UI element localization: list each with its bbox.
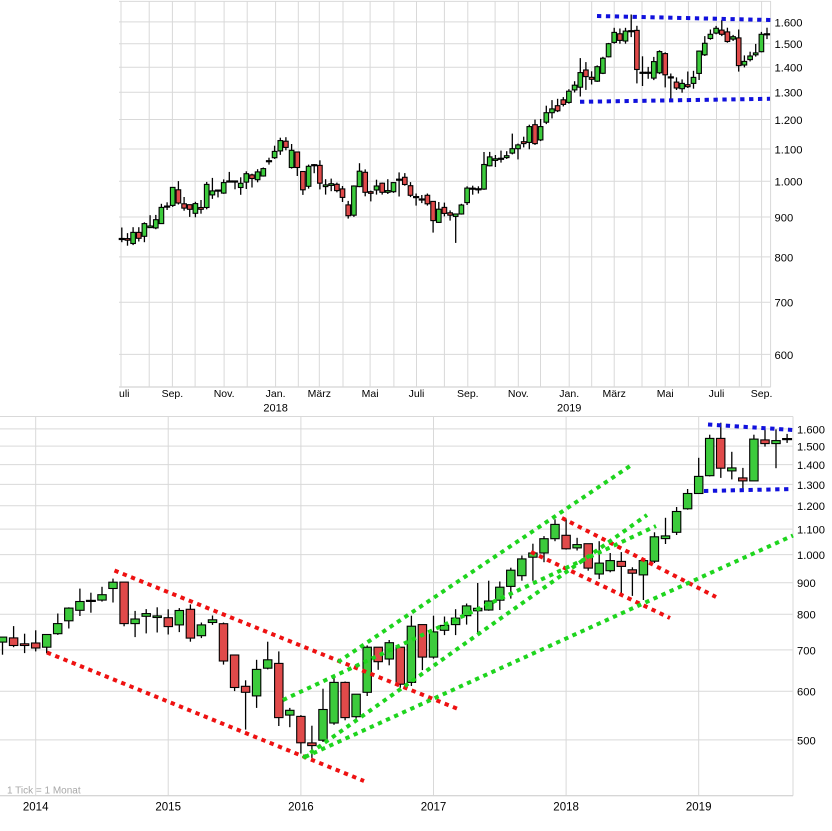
svg-text:Jan.: Jan.: [266, 388, 286, 400]
svg-text:1.100: 1.100: [775, 144, 803, 156]
svg-text:2016: 2016: [288, 801, 314, 813]
svg-text:1.000: 1.000: [797, 550, 825, 562]
svg-text:2019: 2019: [557, 403, 581, 415]
svg-text:März: März: [603, 388, 626, 400]
svg-text:2019: 2019: [686, 801, 712, 813]
svg-text:600: 600: [775, 350, 794, 362]
svg-text:Mai: Mai: [657, 388, 674, 400]
svg-text:Nov.: Nov.: [508, 388, 529, 400]
svg-text:500: 500: [797, 735, 816, 747]
svg-text:uli: uli: [119, 388, 130, 400]
svg-text:900: 900: [797, 578, 816, 590]
svg-text:2017: 2017: [421, 801, 447, 813]
svg-text:1.600: 1.600: [797, 424, 825, 436]
svg-text:1.200: 1.200: [797, 501, 825, 513]
svg-text:1.600: 1.600: [775, 17, 803, 29]
svg-text:600: 600: [797, 687, 816, 699]
svg-text:1.400: 1.400: [775, 63, 803, 75]
svg-text:Jan.: Jan.: [559, 388, 579, 400]
svg-text:900: 900: [775, 212, 794, 224]
svg-text:Juli: Juli: [709, 388, 725, 400]
svg-text:Nov.: Nov.: [214, 388, 235, 400]
svg-text:1 Tick = 1 Monat: 1 Tick = 1 Monat: [7, 786, 81, 797]
svg-text:1.500: 1.500: [797, 442, 825, 454]
svg-text:1.000: 1.000: [775, 177, 803, 189]
svg-text:1.300: 1.300: [775, 88, 803, 100]
svg-text:Sep.: Sep.: [457, 388, 479, 400]
svg-text:1.200: 1.200: [775, 115, 803, 127]
svg-text:Sep.: Sep.: [162, 388, 184, 400]
svg-text:Juli: Juli: [409, 388, 425, 400]
svg-text:1.400: 1.400: [797, 460, 825, 472]
svg-text:1.500: 1.500: [775, 39, 803, 51]
svg-text:2018: 2018: [553, 801, 579, 813]
svg-text:1.100: 1.100: [797, 525, 825, 537]
svg-text:2014: 2014: [23, 801, 49, 813]
svg-text:März: März: [308, 388, 331, 400]
svg-text:Sep.: Sep.: [751, 388, 773, 400]
svg-text:2015: 2015: [155, 801, 181, 813]
svg-text:1.300: 1.300: [797, 480, 825, 492]
svg-text:700: 700: [775, 298, 794, 310]
svg-text:800: 800: [775, 252, 794, 264]
svg-text:800: 800: [797, 610, 816, 622]
svg-text:Mai: Mai: [362, 388, 379, 400]
svg-text:700: 700: [797, 645, 816, 657]
svg-text:2018: 2018: [263, 403, 287, 415]
